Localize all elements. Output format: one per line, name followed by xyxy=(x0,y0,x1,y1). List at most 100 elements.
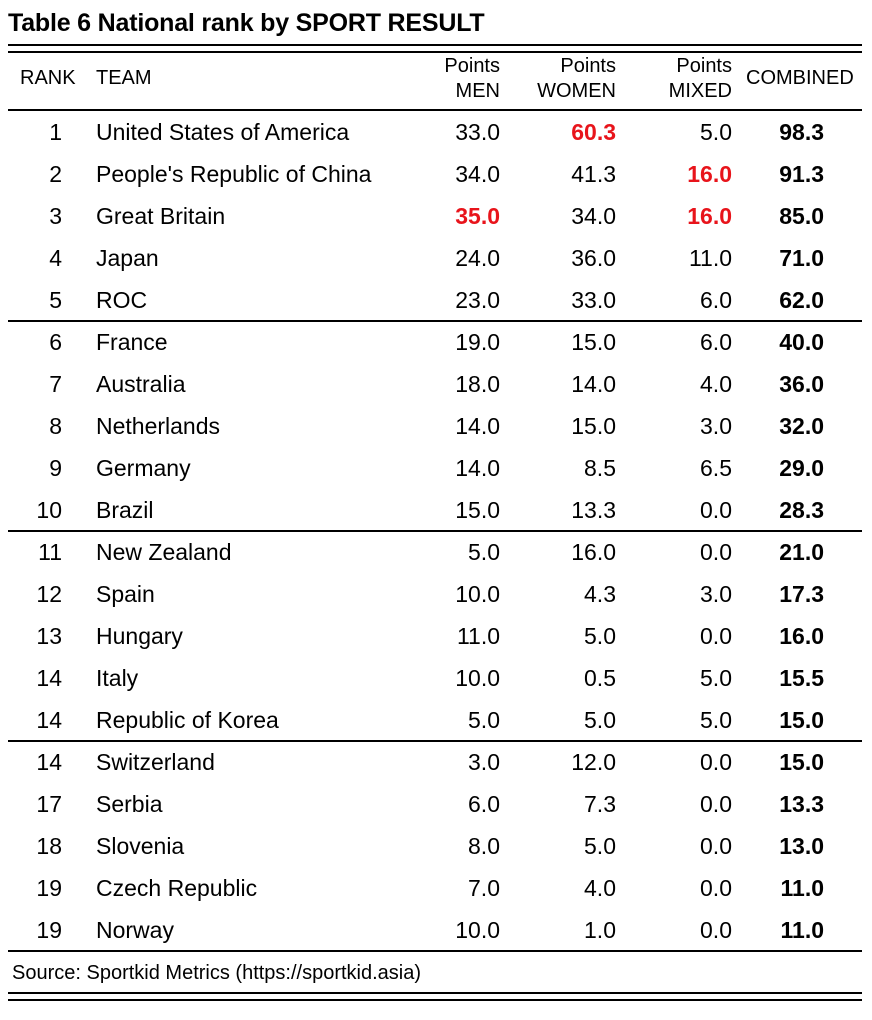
rank-cell: 10 xyxy=(36,497,62,523)
header-rule xyxy=(8,109,862,111)
team-cell: Republic of Korea xyxy=(96,707,279,733)
women-points-cell: 4.3 xyxy=(584,581,616,607)
combined-points-cell: 11.0 xyxy=(780,875,825,901)
rank-cell: 13 xyxy=(36,623,62,649)
men-points-cell: 11.0 xyxy=(456,623,500,649)
rank-cell: 11 xyxy=(38,539,62,565)
bottom-double-rule xyxy=(8,992,862,1001)
combined-points-cell: 15.0 xyxy=(779,707,824,733)
table-row: 8 Netherlands 14.0 15.0 3.0 32.0 xyxy=(0,405,872,447)
team-cell: United States of America xyxy=(96,119,350,145)
rank-cell: 3 xyxy=(49,203,62,229)
team-cell: France xyxy=(96,329,168,355)
mixed-points-cell: 3.0 xyxy=(700,581,732,607)
top-double-rule xyxy=(8,44,862,53)
women-points-cell: 60.3 xyxy=(571,119,616,145)
women-points-cell: 15.0 xyxy=(571,329,616,355)
team-cell: Australia xyxy=(96,371,186,397)
mixed-points-cell: 4.0 xyxy=(700,371,732,397)
group-rule-1 xyxy=(8,320,862,322)
table-row: 19 Norway 10.0 1.0 0.0 11.0 xyxy=(0,909,872,951)
combined-points-cell: 15.0 xyxy=(779,749,824,775)
women-points-cell: 5.0 xyxy=(584,623,616,649)
mixed-points-cell: 0.0 xyxy=(700,623,732,649)
team-cell: Czech Republic xyxy=(96,875,258,901)
table-row: 3 Great Britain 35.0 34.0 16.0 85.0 xyxy=(0,195,872,237)
combined-points-cell: 21.0 xyxy=(779,539,824,565)
women-points-cell: 7.3 xyxy=(584,791,616,817)
combined-points-cell: 15.5 xyxy=(779,665,824,691)
combined-points-cell: 71.0 xyxy=(779,245,824,271)
men-points-cell: 33.0 xyxy=(455,119,500,145)
team-cell: Brazil xyxy=(96,497,154,523)
mixed-points-cell: 0.0 xyxy=(700,497,732,523)
men-points-cell: 8.0 xyxy=(468,833,500,859)
rank-cell: 7 xyxy=(49,371,62,397)
combined-points-cell: 98.3 xyxy=(779,119,824,145)
men-points-cell: 23.0 xyxy=(455,287,500,313)
table-row: 19 Czech Republic 7.0 4.0 0.0 11.0 xyxy=(0,867,872,909)
table-row: 2 People's Republic of China 34.0 41.3 1… xyxy=(0,153,872,195)
table-row: 5 ROC 23.0 33.0 6.0 62.0 xyxy=(0,279,872,321)
combined-points-cell: 13.3 xyxy=(779,791,824,817)
women-points-cell: 36.0 xyxy=(571,245,616,271)
men-points-cell: 7.0 xyxy=(468,875,500,901)
men-points-cell: 24.0 xyxy=(455,245,500,271)
team-cell: People's Republic of China xyxy=(96,161,372,187)
combined-points-cell: 17.3 xyxy=(779,581,824,607)
team-cell: Netherlands xyxy=(96,413,221,439)
rank-cell: 19 xyxy=(36,875,62,901)
header-women: Points WOMEN xyxy=(516,54,616,104)
team-cell: Hungary xyxy=(96,623,183,649)
men-points-cell: 6.0 xyxy=(468,791,500,817)
source-note: Source: Sportkid Metrics (https://sportk… xyxy=(12,962,422,984)
rank-cell: 8 xyxy=(49,413,62,439)
header-women-line2: WOMEN xyxy=(537,80,616,102)
women-points-cell: 8.5 xyxy=(584,455,616,481)
header-combined: COMBINED xyxy=(746,67,854,89)
men-points-cell: 10.0 xyxy=(455,665,500,691)
table-row: 14 Republic of Korea 5.0 5.0 5.0 15.0 xyxy=(0,699,872,741)
combined-points-cell: 85.0 xyxy=(779,203,824,229)
table-row: 10 Brazil 15.0 13.3 0.0 28.3 xyxy=(0,489,872,531)
team-cell: Italy xyxy=(96,665,139,691)
mixed-points-cell: 0.0 xyxy=(700,539,732,565)
table-row: 1 United States of America 33.0 60.3 5.0… xyxy=(0,111,872,153)
women-points-cell: 41.3 xyxy=(571,161,616,187)
header-men-line2: MEN xyxy=(455,80,500,102)
mixed-points-cell: 0.0 xyxy=(700,791,732,817)
men-points-cell: 3.0 xyxy=(468,749,500,775)
mixed-points-cell: 6.0 xyxy=(700,287,732,313)
table-row: 6 France 19.0 15.0 6.0 40.0 xyxy=(0,321,872,363)
header-men: Points MEN xyxy=(420,54,500,104)
header-mixed-line2: MIXED xyxy=(668,80,732,102)
table-row: 18 Slovenia 8.0 5.0 0.0 13.0 xyxy=(0,825,872,867)
table-row: 12 Spain 10.0 4.3 3.0 17.3 xyxy=(0,573,872,615)
mixed-points-cell: 6.0 xyxy=(700,329,732,355)
table-row: 14 Italy 10.0 0.5 5.0 15.5 xyxy=(0,657,872,699)
rank-cell: 17 xyxy=(36,791,62,817)
rank-cell: 14 xyxy=(36,665,62,691)
header-team: TEAM xyxy=(96,67,152,89)
rank-cell: 12 xyxy=(36,581,62,607)
rank-cell: 14 xyxy=(36,749,62,775)
men-points-cell: 5.0 xyxy=(468,539,500,565)
group-rule-3 xyxy=(8,740,862,742)
team-cell: New Zealand xyxy=(96,539,232,565)
team-cell: Japan xyxy=(96,245,159,271)
combined-points-cell: 32.0 xyxy=(779,413,824,439)
rank-cell: 9 xyxy=(49,455,62,481)
header-mixed-line1: Points xyxy=(676,55,732,77)
women-points-cell: 4.0 xyxy=(584,875,616,901)
mixed-points-cell: 3.0 xyxy=(700,413,732,439)
table-row: 11 New Zealand 5.0 16.0 0.0 21.0 xyxy=(0,531,872,573)
men-points-cell: 18.0 xyxy=(455,371,500,397)
combined-points-cell: 40.0 xyxy=(779,329,824,355)
men-points-cell: 10.0 xyxy=(455,581,500,607)
mixed-points-cell: 0.0 xyxy=(700,749,732,775)
women-points-cell: 14.0 xyxy=(571,371,616,397)
women-points-cell: 15.0 xyxy=(571,413,616,439)
table-row: 9 Germany 14.0 8.5 6.5 29.0 xyxy=(0,447,872,489)
men-points-cell: 14.0 xyxy=(455,413,500,439)
